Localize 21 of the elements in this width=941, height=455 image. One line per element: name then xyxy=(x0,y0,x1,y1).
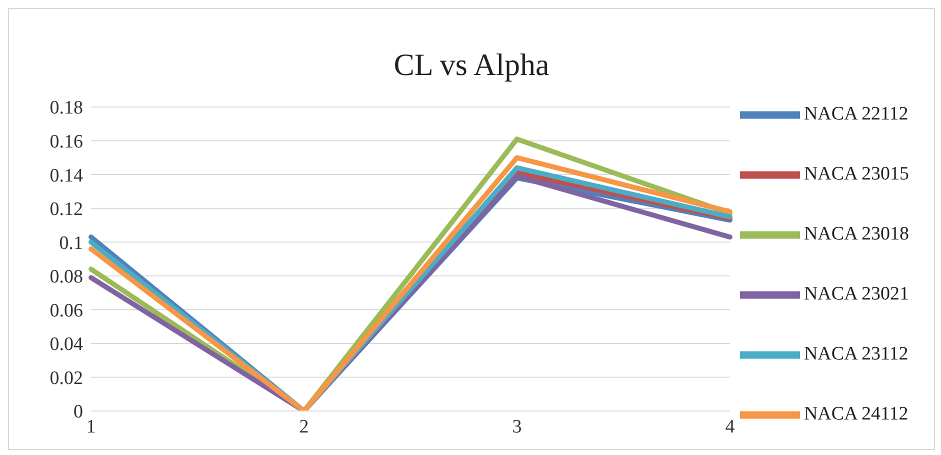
legend-label: NACA 23021 xyxy=(804,283,909,304)
y-tick-label: 0.08 xyxy=(50,266,83,288)
x-tick-label: 4 xyxy=(725,416,736,438)
y-tick-label: 0.06 xyxy=(50,300,83,322)
legend-label: NACA 24112 xyxy=(804,403,908,424)
legend-label: NACA 22112 xyxy=(804,103,908,124)
y-tick-label: 0.14 xyxy=(50,165,84,186)
y-tick-label: 0 xyxy=(74,402,83,423)
legend-label: NACA 23018 xyxy=(804,223,909,244)
x-tick-label: 2 xyxy=(299,416,309,438)
y-tick-label: 0.12 xyxy=(50,199,83,220)
chart-title: CL vs Alpha xyxy=(392,46,550,84)
x-tick-label: 3 xyxy=(512,416,522,438)
legend-label: NACA 23112 xyxy=(804,343,908,364)
y-tick-label: 0.18 xyxy=(50,98,83,119)
y-tick-label: 0.04 xyxy=(50,334,84,356)
legend-label: NACA 23015 xyxy=(804,163,909,184)
x-tick-label: 1 xyxy=(86,416,96,438)
y-tick-label: 0.16 xyxy=(50,132,83,153)
y-tick-label: 0.1 xyxy=(59,232,83,254)
y-tick-label: 0.02 xyxy=(50,368,83,389)
